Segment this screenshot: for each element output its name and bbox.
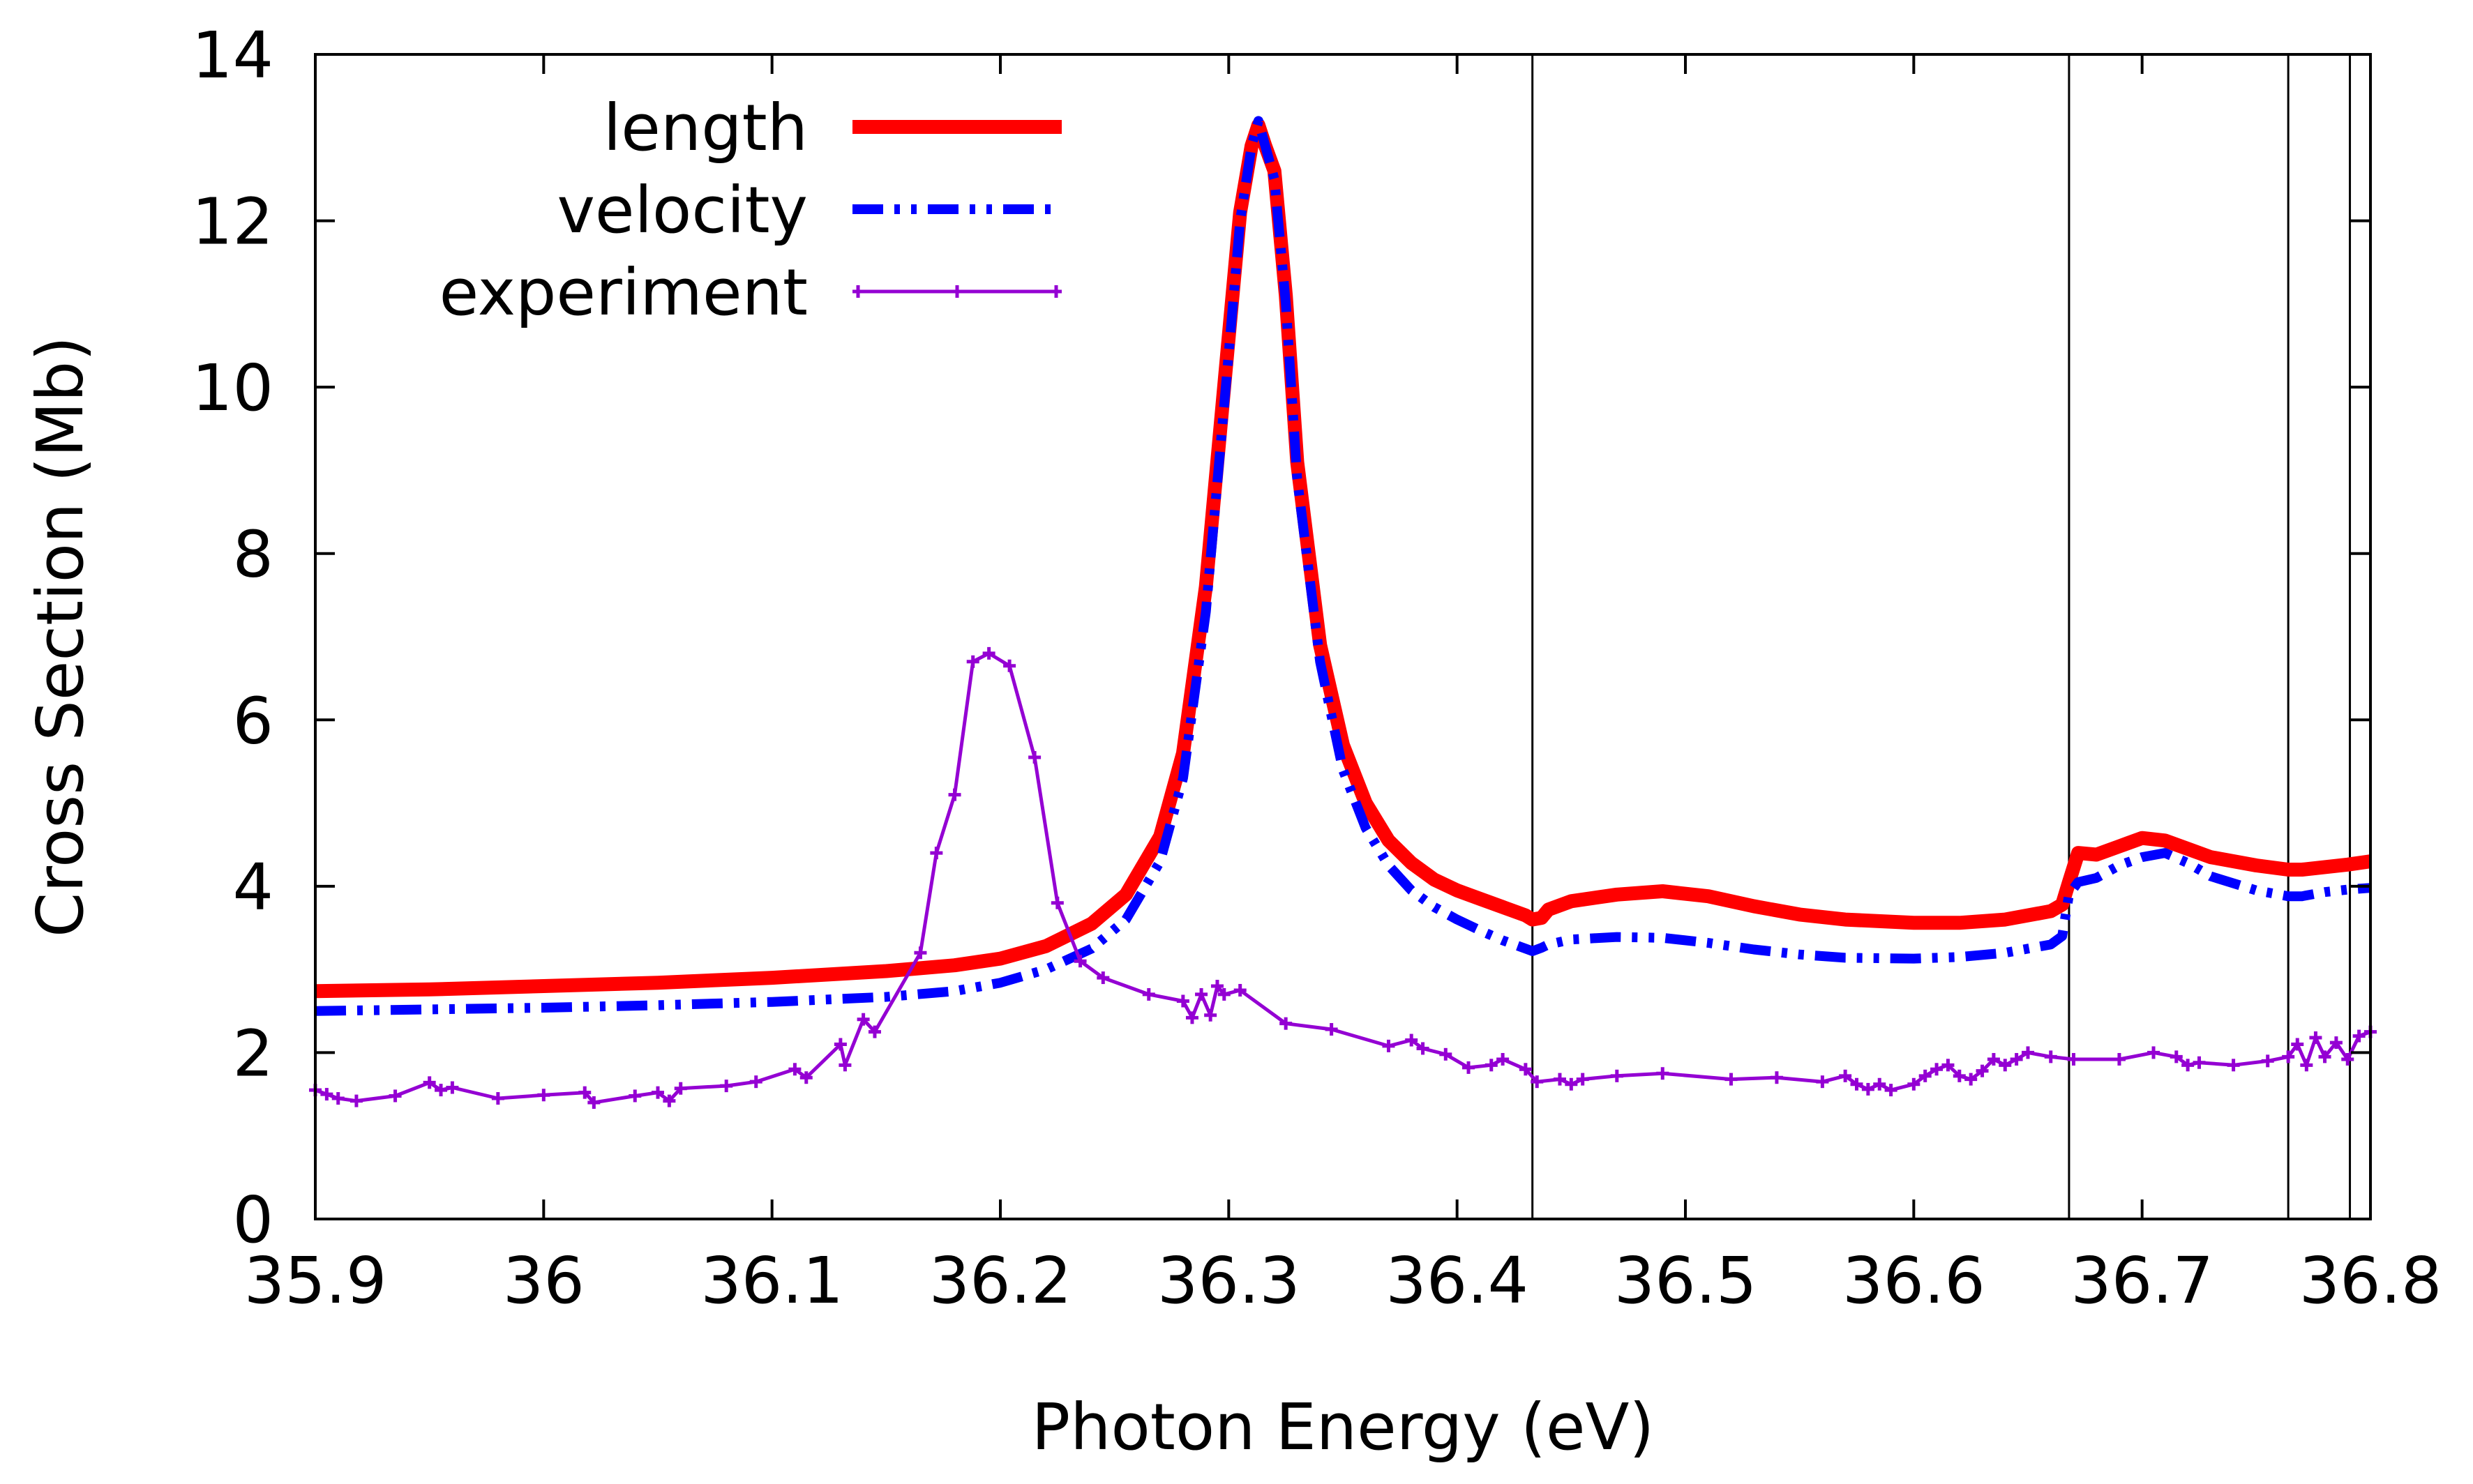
plot-frame: [314, 53, 2372, 1220]
series-line-velocity: [315, 116, 2371, 1016]
x-tick-label: 35.9: [244, 1243, 387, 1318]
x-tick-label: 36: [503, 1243, 585, 1318]
series-line-length: [315, 118, 2372, 999]
legend-label-velocity: velocity: [557, 173, 808, 248]
y-tick-label: 10: [192, 351, 273, 425]
y-axis-title: Cross Section (Mb): [23, 336, 98, 937]
x-tick-label: 36.8: [2299, 1243, 2442, 1318]
x-tick-label: 36.5: [1614, 1243, 1757, 1318]
x-tick-label: 36.2: [929, 1243, 1072, 1318]
y-tick-label: 2: [232, 1016, 273, 1091]
y-tick-label: 14: [192, 18, 273, 93]
series-group: [309, 116, 2377, 1109]
y-tick-label: 8: [232, 517, 273, 592]
y-tick-label: 0: [232, 1183, 273, 1257]
x-tick-label: 36.7: [2070, 1243, 2213, 1318]
vertical-lines-group: [1531, 54, 2352, 1219]
x-tick-label: 36.6: [1842, 1243, 1985, 1318]
y-tick-label: 4: [232, 850, 273, 925]
x-tick-label: 36.1: [700, 1243, 843, 1318]
x-tick-label: 36.3: [1157, 1243, 1300, 1318]
x-axis-title: Photon Energy (eV): [1032, 1390, 1655, 1464]
legend-label-experiment: experiment: [439, 255, 808, 330]
y-tick-label: 12: [192, 185, 273, 259]
y-tick-label: 6: [232, 683, 273, 758]
legend-label-length: length: [603, 91, 808, 165]
ticks-group: 35.9 36 36.1 36.2 36.3 36.4 36.5 36.6 36.7 36.8 0 2…: [192, 18, 2442, 1318]
x-tick-label: 36.4: [1385, 1243, 1528, 1318]
